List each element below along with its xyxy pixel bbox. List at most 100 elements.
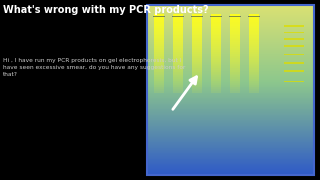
Bar <box>147 9 314 10</box>
Bar <box>147 6 314 7</box>
Bar <box>147 22 314 23</box>
Bar <box>147 157 314 158</box>
Bar <box>147 23 314 24</box>
Bar <box>172 46 183 48</box>
Bar <box>147 91 314 92</box>
Bar <box>154 75 164 77</box>
Bar <box>192 66 202 68</box>
Bar <box>284 25 304 27</box>
Bar <box>229 28 240 30</box>
Bar <box>211 40 221 42</box>
Bar <box>147 90 314 91</box>
Bar <box>147 19 314 20</box>
Bar <box>147 104 314 105</box>
Bar <box>147 34 314 35</box>
Bar <box>147 26 314 27</box>
Bar <box>147 135 314 136</box>
Bar <box>147 106 314 107</box>
Bar <box>147 100 314 101</box>
Bar <box>147 86 314 87</box>
Bar <box>229 40 240 42</box>
Bar <box>147 137 314 138</box>
Bar <box>147 167 314 168</box>
Bar <box>147 75 314 76</box>
Bar <box>229 44 240 46</box>
Bar <box>147 52 314 53</box>
Bar <box>154 84 164 86</box>
Bar <box>147 161 314 162</box>
Bar <box>229 66 240 68</box>
Bar <box>154 20 164 22</box>
Bar <box>154 36 164 38</box>
Bar <box>147 77 314 78</box>
Bar <box>229 34 240 36</box>
Bar <box>147 71 314 72</box>
Bar <box>211 48 221 50</box>
Bar <box>147 159 314 160</box>
Bar <box>229 52 240 54</box>
Bar <box>147 21 314 22</box>
Bar <box>147 25 314 26</box>
Bar <box>229 22 240 24</box>
Bar <box>172 77 183 79</box>
Bar <box>154 32 164 34</box>
Bar <box>211 64 221 66</box>
Bar <box>172 89 183 91</box>
Bar <box>147 82 314 83</box>
Bar <box>211 87 221 89</box>
Bar <box>172 40 183 42</box>
Bar <box>192 79 202 82</box>
Bar <box>154 58 164 60</box>
Bar <box>172 75 183 77</box>
Bar <box>211 30 221 32</box>
Bar <box>172 52 183 54</box>
Bar <box>249 62 259 64</box>
Bar <box>147 102 314 103</box>
Bar <box>147 27 314 28</box>
Bar <box>172 38 183 40</box>
Bar <box>284 45 304 47</box>
Bar <box>147 131 314 132</box>
Bar <box>211 52 221 54</box>
Bar <box>154 68 164 69</box>
Bar <box>147 168 314 169</box>
Bar <box>154 26 164 28</box>
Bar <box>172 30 183 32</box>
Bar <box>147 73 314 74</box>
Bar <box>147 129 314 130</box>
Bar <box>154 56 164 58</box>
Bar <box>147 12 314 13</box>
Bar <box>147 141 314 142</box>
Bar <box>172 86 183 87</box>
Bar <box>147 148 314 149</box>
Bar <box>147 130 314 131</box>
Bar <box>147 113 314 114</box>
Bar <box>147 155 314 156</box>
Bar <box>147 68 314 69</box>
Bar <box>172 44 183 46</box>
Bar <box>154 73 164 75</box>
Bar <box>147 117 314 118</box>
Bar <box>249 58 259 60</box>
Bar <box>211 56 221 58</box>
Bar <box>147 61 314 62</box>
Bar <box>154 87 164 89</box>
Bar <box>147 114 314 115</box>
Bar <box>192 62 202 64</box>
Bar <box>172 62 183 64</box>
Bar <box>211 68 221 69</box>
Bar <box>211 34 221 36</box>
Bar <box>147 54 314 55</box>
Bar <box>154 62 164 64</box>
Bar <box>284 31 304 33</box>
Bar <box>147 120 314 121</box>
Bar <box>211 60 221 62</box>
Bar <box>147 145 314 146</box>
Bar <box>147 160 314 161</box>
Bar <box>147 85 314 86</box>
Bar <box>147 94 314 95</box>
Bar <box>147 15 314 16</box>
Bar <box>192 58 202 60</box>
Bar <box>191 16 203 17</box>
Bar <box>147 36 314 37</box>
